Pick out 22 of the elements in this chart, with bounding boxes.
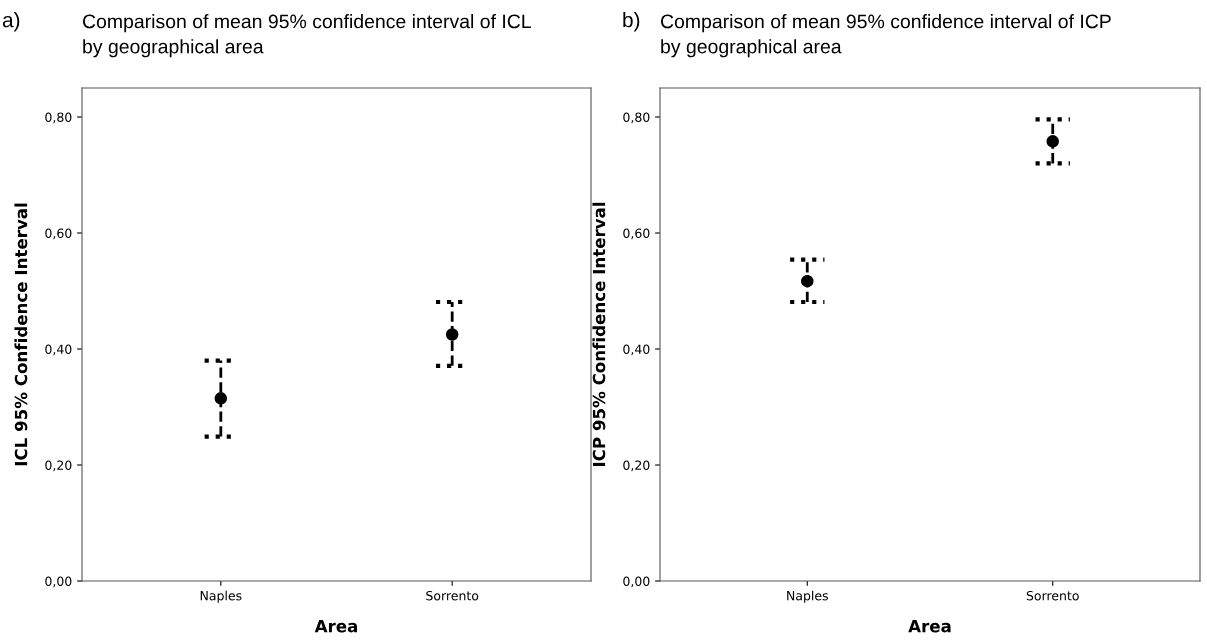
x-tick-label: Naples bbox=[200, 590, 242, 603]
chart-title: Comparison of mean 95% confidence interval of ICP by geographical area bbox=[660, 14, 1111, 58]
y-tick-label: 0,20 bbox=[45, 460, 72, 472]
y-tick-label: 0,80 bbox=[623, 112, 650, 124]
x-tick-label: Sorrento bbox=[426, 590, 479, 601]
y-tick-label: 0,40 bbox=[623, 344, 650, 356]
x-tick-label: Sorrento bbox=[1026, 590, 1079, 601]
y-tick-label: 0,00 bbox=[45, 576, 72, 588]
y-tick-label: 0,60 bbox=[45, 228, 72, 240]
x-axis-title: Area bbox=[908, 620, 951, 633]
y-tick-label: 0,60 bbox=[623, 228, 650, 240]
y-tick-label: 0,40 bbox=[45, 344, 72, 356]
text: b) bbox=[623, 12, 640, 32]
y-tick-label: 0,80 bbox=[45, 112, 72, 124]
x-axis-title: Area bbox=[314, 620, 358, 633]
text: a) bbox=[2, 12, 20, 32]
y-axis-title: ICP 95% Confidence Interval bbox=[592, 202, 606, 467]
y-axis-title: ICL 95% Confidence Interval bbox=[14, 203, 28, 466]
chart-title: Comparison of mean 95% confidence interval of ICL by geographical area bbox=[82, 14, 531, 58]
x-tick-label: Naples bbox=[787, 590, 828, 603]
y-tick-label: 0,20 bbox=[623, 460, 650, 472]
y-tick-label: 0,00 bbox=[623, 576, 650, 588]
